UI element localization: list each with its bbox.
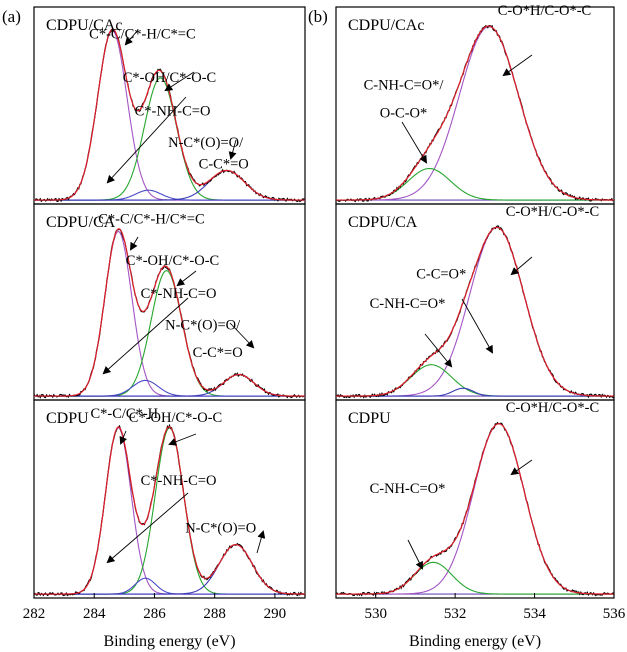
raw-spectrum-line [335,421,615,597]
x-tick-label: 288 [203,606,226,622]
x-tick-label: 286 [143,606,166,622]
x-tick-label: 290 [264,606,287,622]
peak-annotation: N-C*(O)=O/ [165,317,241,333]
x-axis-title: Binding energy (eV) [103,633,235,650]
annotation-arrow [229,322,255,349]
panel-label: (a) [2,7,21,26]
annotation-arrow [106,96,187,184]
peak-annotation: C*-NH-C=O [141,473,217,489]
peak-annotation: C-C*=O [199,157,249,173]
annotation-arrow [119,430,127,445]
panel-a: (a)CDPU/CAcC*-C/C*-H/C*=CC*-OH/C*-O-CC*-… [2,6,306,650]
annotation-arrow [124,29,139,46]
component-c_n-line [34,379,305,397]
x-tick-label: 282 [23,606,46,622]
annotation-arrow [106,492,189,564]
fitted-envelope-line [34,426,305,595]
annotation-arrow [168,433,197,446]
row-frame [335,399,615,599]
panel-b: (b) CDPU/CAcC-O*H/C-O*-CC-NH-C=O*/O-C-O*C… [308,3,626,650]
peak-annotation: C*-OH/C*-O-C [126,253,219,269]
peak-annotation: C-O*H/C-O*-C [506,204,599,220]
peak-annotation: C*-OH/C*-O-C [129,410,222,426]
peak-annotation: C-NH-C=O*/ [364,78,445,94]
annotation-arrow [129,236,139,251]
x-tick-label: 532 [444,606,467,622]
annotation-arrow [510,459,533,476]
peak-annotation: O-C-O* [380,105,428,121]
peak-annotation: C*-C/C*-H/C*=C [89,27,195,43]
sample-label: CDPU/CA [46,214,116,231]
component-c_o-line [34,427,305,595]
annotation-arrow [502,54,533,77]
component-o_amide-line [336,561,614,595]
annotation-arrow [510,256,533,276]
fitted-envelope-line [336,25,615,201]
annotation-arrow [102,297,189,375]
annotation-arrow [164,71,195,92]
row-1: CDPU/CAC*-C/C*-H/C*=C C*-OH/C*-O-C C*-NH-C… [33,203,306,401]
sample-label: CDPU/CA [348,214,418,231]
x-tick-label: 536 [603,606,626,622]
panel-label: (b) [308,7,328,26]
peak-annotation: C*-C/C*-H/C*=C [98,212,204,228]
row-frame [335,6,615,205]
peak-annotation: N-C*(O)=O/ [168,135,244,151]
peak-annotation: C-NH-C=O* [370,296,446,312]
peak-annotation: N-C*(O)=O [185,521,256,537]
sample-label: CDPU [348,410,391,427]
peak-annotation: C*-NH-C=O [141,286,217,302]
row-0: CDPU/CAc C-O*H/C-O*-C C-NH-C=O*/ O-C-O* [335,3,615,205]
annotation-arrow [401,121,428,164]
peak-annotation: C-C=O* [416,266,466,282]
annotation-arrow [424,333,453,368]
row-1: CDPU/CA C-O*H/C-O*-C C-C=O* C-NH-C=O* [335,203,615,401]
raw-spectrum-line [335,24,615,203]
row-2: CDPU C*-C/C*-HC*-OH/C*-O-C C*-NH-C=O N-C*(O… [33,399,306,599]
peak-annotation: C*-OH/C*-O-C [123,70,216,86]
component-c_sp2-line [34,427,305,595]
peak-annotation: C-O*H/C-O*-C [498,3,591,19]
component-c_carboxyl-line [34,169,305,201]
sample-label: CDPU/CAc [348,17,424,34]
annotation-arrow [461,298,493,354]
annotation-arrow [228,139,237,160]
component-c_carboxyl-line [34,544,305,595]
row-frame [33,399,306,599]
annotation-arrow [176,270,197,287]
component-o_amide-line [336,364,614,397]
fitted-envelope-line [34,28,305,201]
raw-spectrum-line [33,423,306,597]
component-c_n-line [34,577,305,595]
peak-annotation: C*-C/C*-H [90,406,158,422]
peak-annotation: C-NH-C=O* [370,481,446,497]
component-o_main-line [336,26,615,201]
annotation-arrow [256,530,266,554]
x-tick-label: 534 [523,606,546,622]
sample-label: CDPU/CAc [46,17,122,34]
x-tick-label: 284 [83,606,106,622]
peak-annotation: C-O*H/C-O*-C [506,400,599,416]
sample-label: CDPU [46,410,89,427]
fitted-envelope-line [336,226,615,397]
row-2: CDPU C-O*H/C-O*-C C-NH-C=O* [335,399,615,599]
peak-annotation: C-C*=O [193,345,243,361]
fitted-envelope-line [336,423,614,595]
x-axis-title: Binding energy (eV) [409,633,541,650]
x-tick-label: 530 [364,606,387,622]
annotation-arrow [407,539,423,570]
component-o_main-line [336,423,614,595]
row-0: CDPU/CAcC*-C/C*-H/C*=CC*-OH/C*-O-CC*-NH-… [33,6,306,205]
fitted-envelope-line [34,228,305,397]
component-o_ketone-line [336,387,614,397]
